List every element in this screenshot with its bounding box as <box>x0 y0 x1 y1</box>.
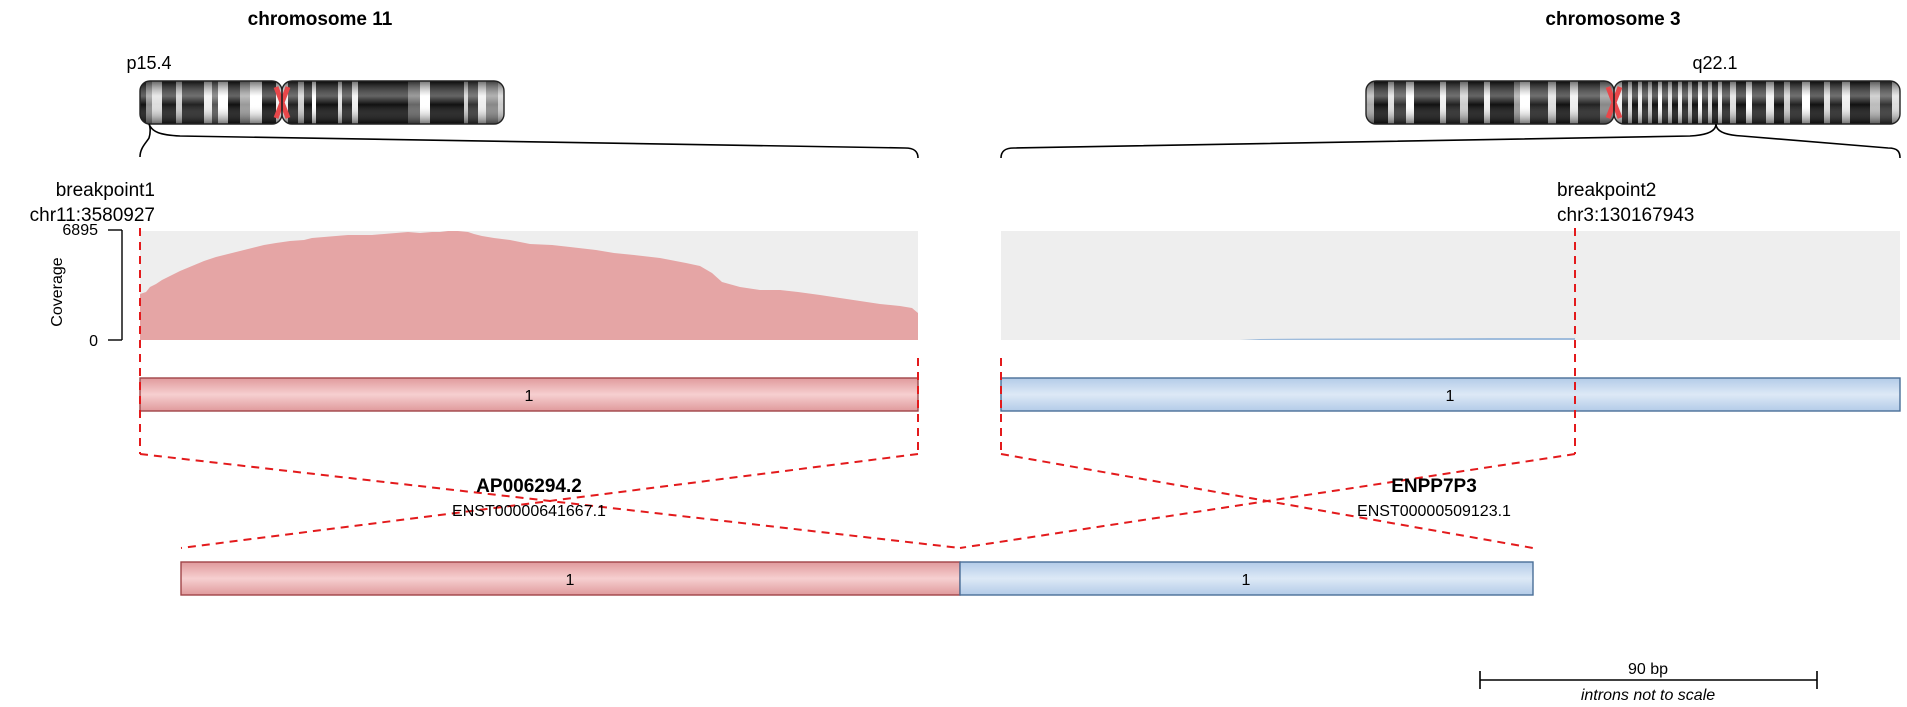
coverage-axis: 6895 0 Coverage <box>49 222 123 350</box>
scale-bar-label: 90 bp <box>1628 661 1668 678</box>
exon-b-label: 1 <box>1446 388 1455 405</box>
zoom-bracket-a <box>139 123 919 159</box>
exon-a-label: 1 <box>525 388 534 405</box>
breakpoint-lines <box>139 228 1576 549</box>
scale-bar-note: introns not to scale <box>1581 687 1715 704</box>
gene-b-transcript: ENST00000509123.1 <box>1357 503 1511 520</box>
fusion-exon-b-label: 1 <box>1242 572 1251 589</box>
fusion-exon-b <box>959 561 1534 596</box>
gene-b-name: ENPP7P3 <box>1391 476 1477 497</box>
coverage-track-a <box>140 231 918 340</box>
gene-a-transcript: ENST00000641667.1 <box>452 503 606 520</box>
fusion-exon-a <box>180 561 961 596</box>
chromosome-b-ideogram <box>1365 80 1901 125</box>
coverage-axis-max: 6895 <box>62 222 98 239</box>
chromosome-a-title: chromosome 11 <box>248 9 393 30</box>
coverage-track-b <box>1240 338 1575 340</box>
band-label-a: p15.4 <box>126 53 171 73</box>
breakpoint-a-coord: chr11:3580927 <box>30 205 155 226</box>
fusion-exon-a-label: 1 <box>566 572 575 589</box>
gene-a-name: AP006294.2 <box>476 476 582 497</box>
band-label-b: q22.1 <box>1692 53 1737 73</box>
coverage-axis-label: Coverage <box>49 257 66 326</box>
chromosome-b-title: chromosome 3 <box>1545 9 1680 30</box>
coverage-axis-min: 0 <box>89 333 98 350</box>
scale-bar: 90 bp introns not to scale <box>1479 661 1818 704</box>
breakpoint-b-coord: chr3:130167943 <box>1557 205 1694 226</box>
breakpoint-a-label: breakpoint1 <box>56 180 155 201</box>
chromosome-a-ideogram <box>139 80 505 125</box>
breakpoint-b-label: breakpoint2 <box>1557 180 1656 201</box>
coverage-track-b-background <box>1001 231 1900 340</box>
exon-b <box>1000 377 1901 412</box>
zoom-bracket-b <box>1000 123 1901 159</box>
exon-a <box>139 377 919 412</box>
